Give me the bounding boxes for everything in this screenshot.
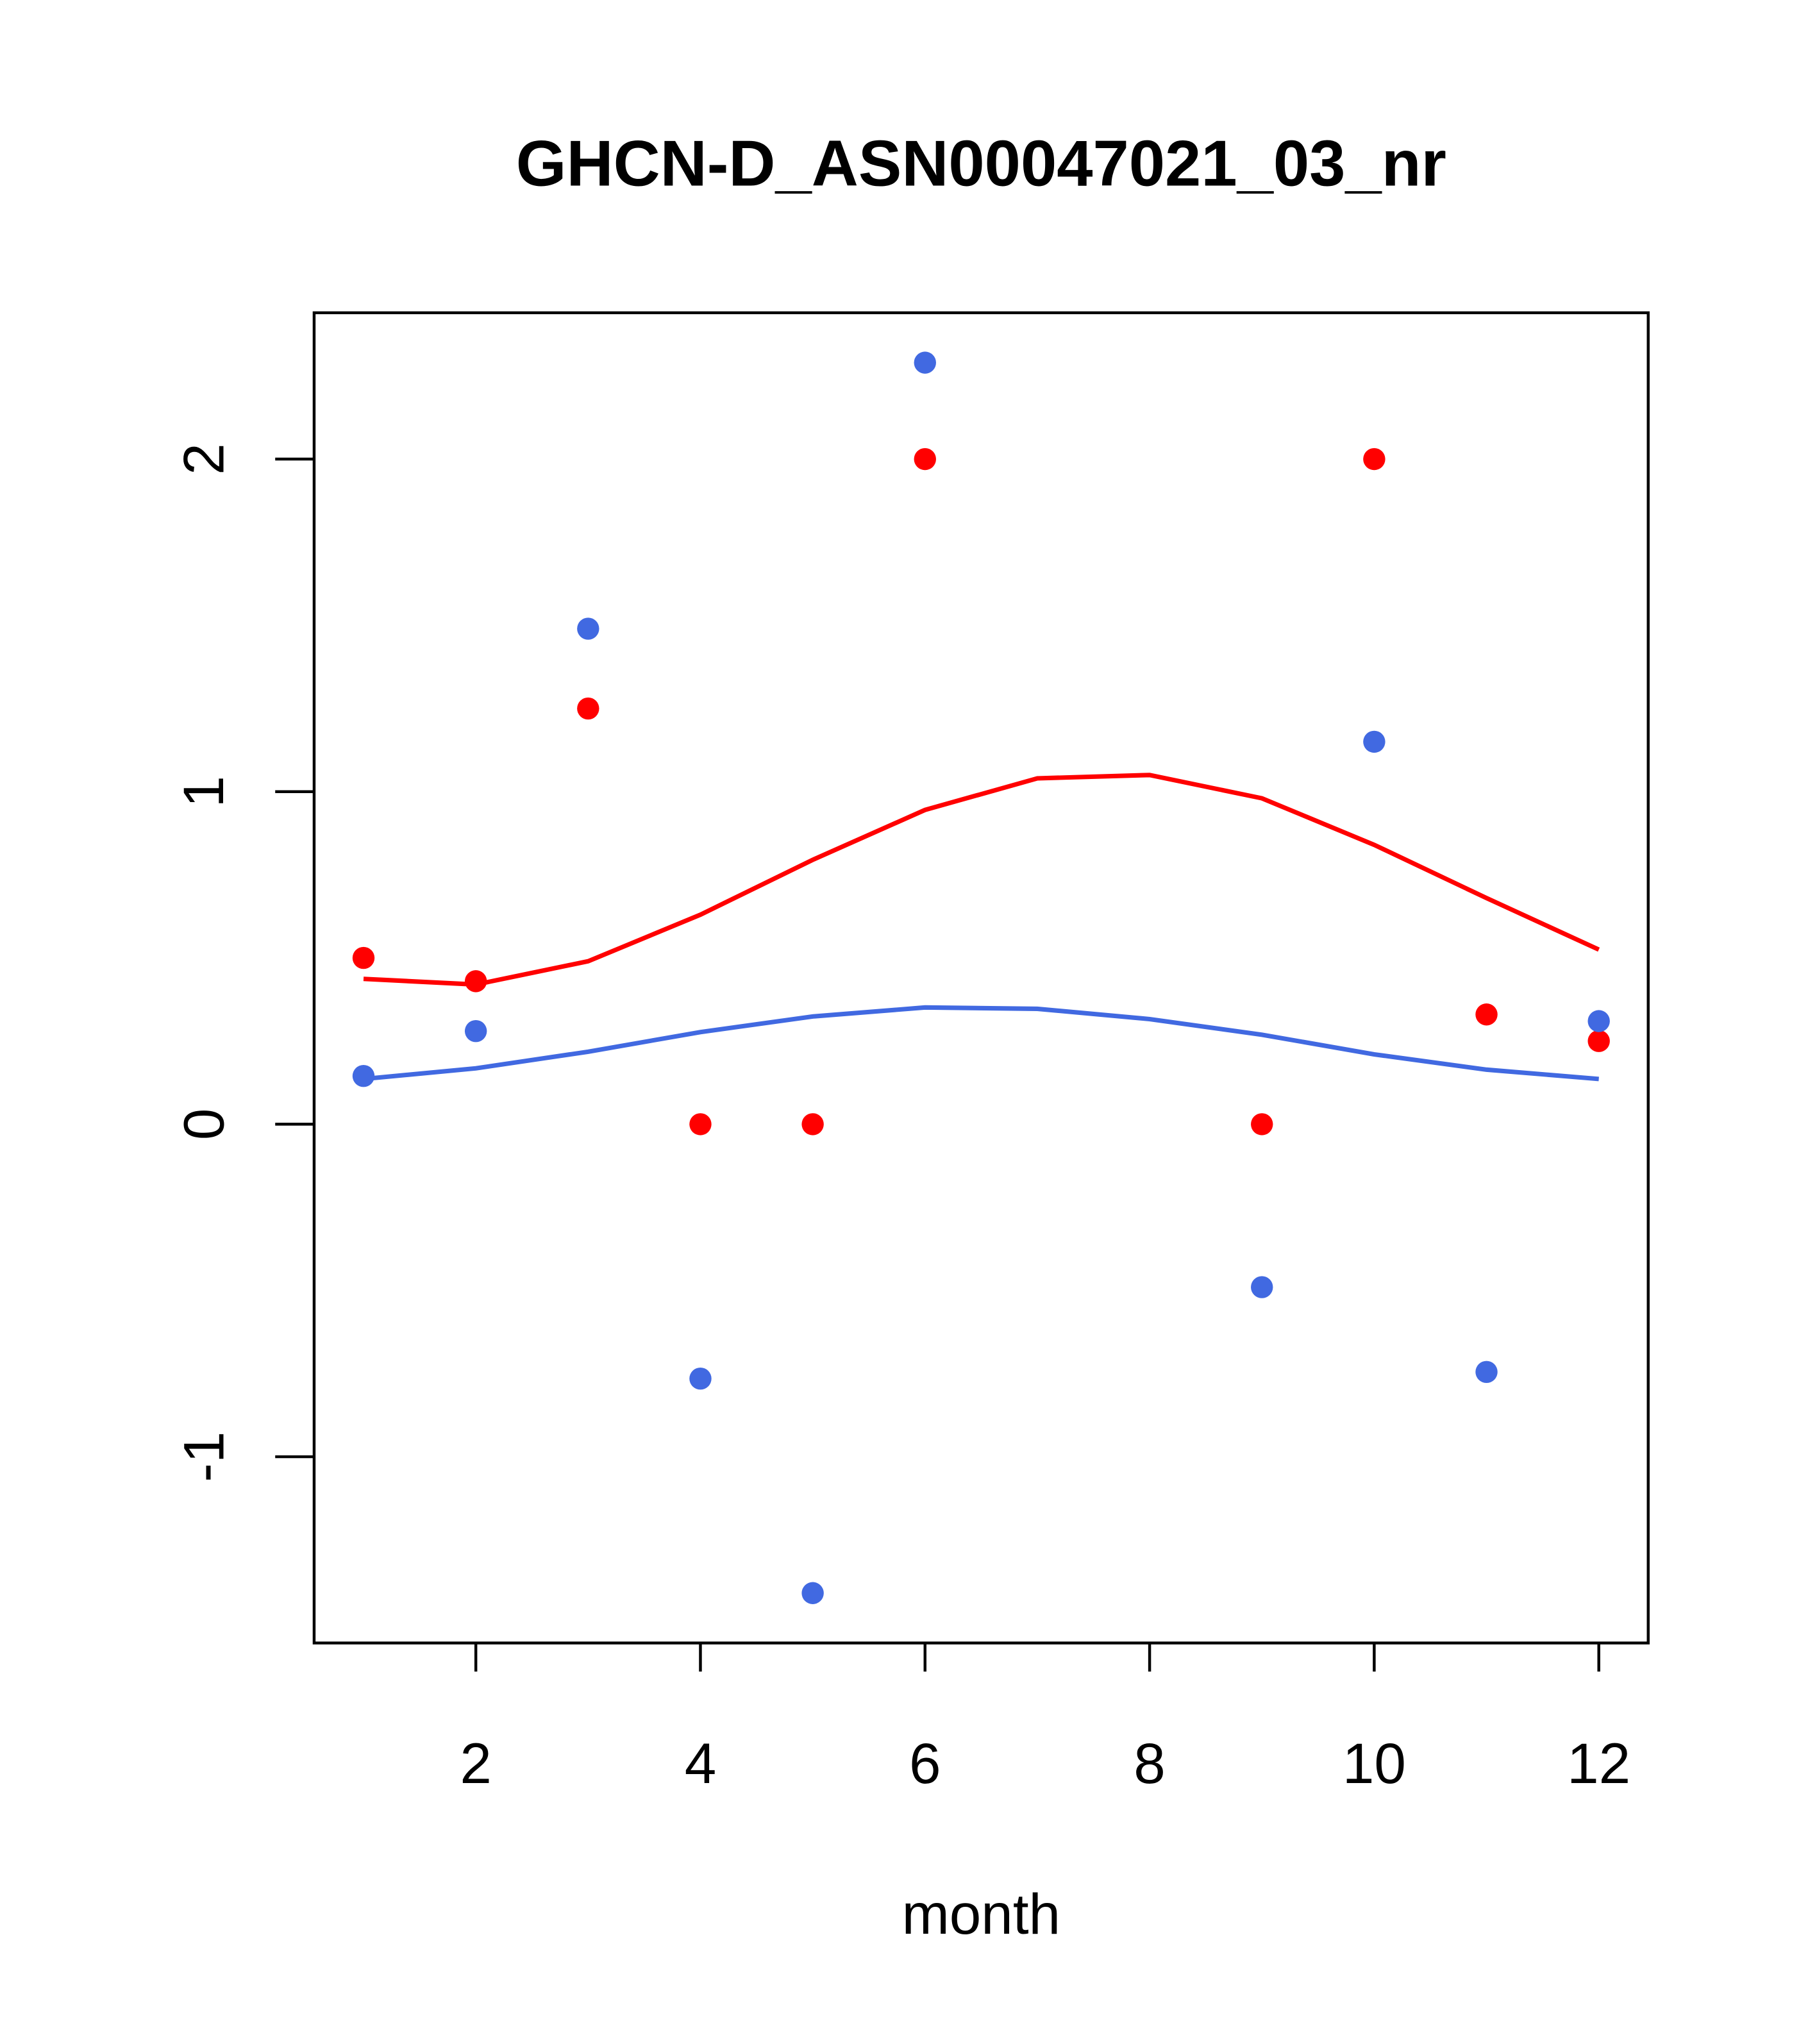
x-axis: 2 4 6 8 10 12 [460, 1643, 1630, 1795]
red-point [1363, 448, 1386, 471]
blue-point [914, 351, 936, 374]
y-tick-label: -1 [171, 1431, 235, 1482]
x-tick-label: 12 [1567, 1731, 1630, 1795]
red-point [577, 697, 599, 720]
blue-point [1251, 1276, 1273, 1298]
y-tick-label: 2 [171, 443, 235, 475]
series-layer [352, 351, 1610, 1604]
blue-line [363, 1005, 1599, 1082]
x-axis-label: month [902, 1882, 1061, 1946]
red-point [1475, 1003, 1498, 1026]
red-point [352, 946, 375, 969]
blue-point [689, 1367, 712, 1390]
blue-point [1363, 730, 1386, 753]
x-tick-label: 4 [685, 1731, 717, 1795]
y-tick-label: 1 [171, 776, 235, 808]
red-point [1587, 1030, 1610, 1052]
blue-point [801, 1582, 824, 1604]
x-tick-label: 2 [460, 1731, 492, 1795]
red-point [1251, 1113, 1273, 1135]
x-tick-label: 6 [909, 1731, 941, 1795]
x-tick-label: 8 [1134, 1731, 1166, 1795]
red-point [689, 1113, 712, 1135]
red-line [363, 773, 1600, 987]
x-tick-label: 10 [1343, 1731, 1406, 1795]
blue-point [577, 617, 599, 640]
blue-point [352, 1064, 375, 1087]
y-axis: -1 0 1 2 [171, 443, 314, 1482]
blue-point [1587, 1010, 1610, 1032]
red-point [464, 970, 487, 993]
plot-frame [312, 311, 1650, 1645]
red-point [914, 448, 936, 471]
blue-point [1475, 1361, 1498, 1384]
chart-title: GHCN-D_ASN00047021_03_nr [516, 127, 1446, 199]
red-point [801, 1113, 824, 1135]
blue-point [464, 1019, 487, 1043]
y-tick-label: 0 [171, 1109, 235, 1141]
